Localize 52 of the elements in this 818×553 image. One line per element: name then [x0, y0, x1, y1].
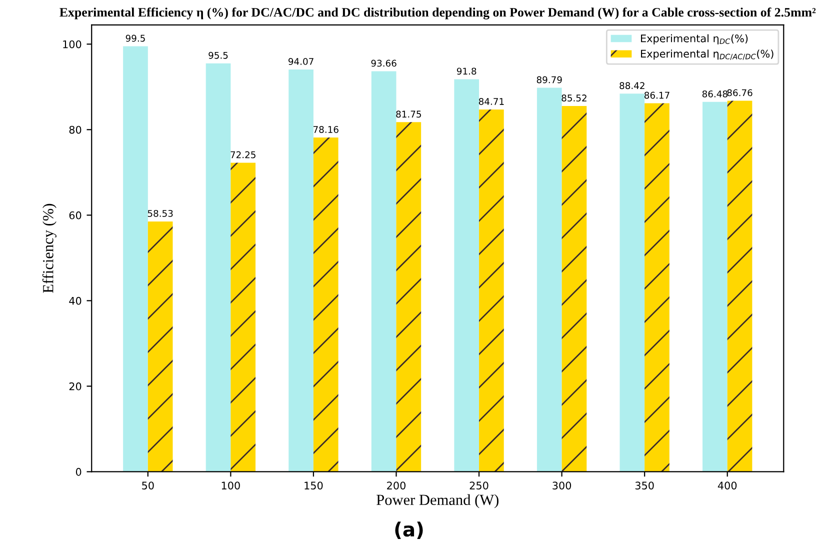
bar — [479, 110, 504, 472]
y-tick-label: 0 — [76, 468, 82, 476]
y-tick-label: 20 — [69, 382, 82, 390]
x-tick-label: 200 — [387, 482, 406, 490]
x-tick-label: 350 — [635, 482, 654, 490]
y-axis-title: Efficiency (%) — [42, 204, 56, 293]
data-label: 91.8 — [456, 68, 476, 75]
data-label: 72.25 — [230, 151, 256, 158]
bar — [313, 138, 338, 472]
y-tick-label: 100 — [63, 40, 82, 48]
data-label: 85.52 — [562, 94, 586, 102]
data-label: 94.07 — [288, 58, 314, 65]
bar — [288, 69, 314, 472]
data-label: 84.71 — [478, 98, 504, 105]
x-tick-label: 50 — [142, 482, 154, 490]
bar — [371, 71, 396, 472]
x-tick-label: 150 — [304, 482, 323, 490]
bar — [562, 106, 587, 472]
bar — [230, 162, 256, 472]
x-axis-title: Power Demand (W) — [376, 494, 498, 508]
data-label: 86.76 — [727, 89, 752, 96]
data-label: 89.79 — [536, 76, 562, 84]
data-label: 78.16 — [314, 126, 338, 133]
legend-label: Experimental η$_{DC/AC/DC}$(%) — [641, 50, 774, 60]
data-label: 93.66 — [371, 60, 396, 67]
bar — [727, 100, 752, 472]
bar — [148, 221, 173, 472]
data-label: 58.53 — [148, 210, 173, 217]
data-label: 88.42 — [620, 82, 644, 90]
data-label: 86.17 — [644, 92, 670, 99]
bar — [620, 94, 645, 472]
x-tick-label: 250 — [470, 482, 488, 490]
chart-title: Experimental Efficiency η (%) for DC/AC/DC and DC distribution depending on Power Demand (W) for a Cable cross-section of 2.5mm² — [60, 7, 816, 20]
legend-label: Experimental η$_{DC}$(%) — [641, 34, 748, 44]
data-label: 81.75 — [396, 110, 421, 118]
y-tick-label: 80 — [69, 126, 82, 134]
bar — [396, 122, 422, 472]
bar — [644, 103, 670, 472]
x-tick-label: 300 — [552, 482, 572, 490]
data-label: 95.5 — [208, 52, 228, 59]
x-tick-label: 400 — [718, 482, 737, 490]
bar — [702, 102, 728, 472]
bar — [123, 46, 148, 472]
data-label: 99.5 — [126, 34, 145, 42]
x-tick-label: 100 — [222, 482, 240, 490]
bar — [536, 88, 562, 472]
y-tick-label: 40 — [69, 296, 82, 305]
text: (a) — [395, 522, 423, 539]
bar — [454, 79, 480, 472]
data-label: 86.48 — [702, 90, 728, 98]
bar — [206, 63, 231, 472]
y-tick-label: 60 — [69, 211, 82, 220]
